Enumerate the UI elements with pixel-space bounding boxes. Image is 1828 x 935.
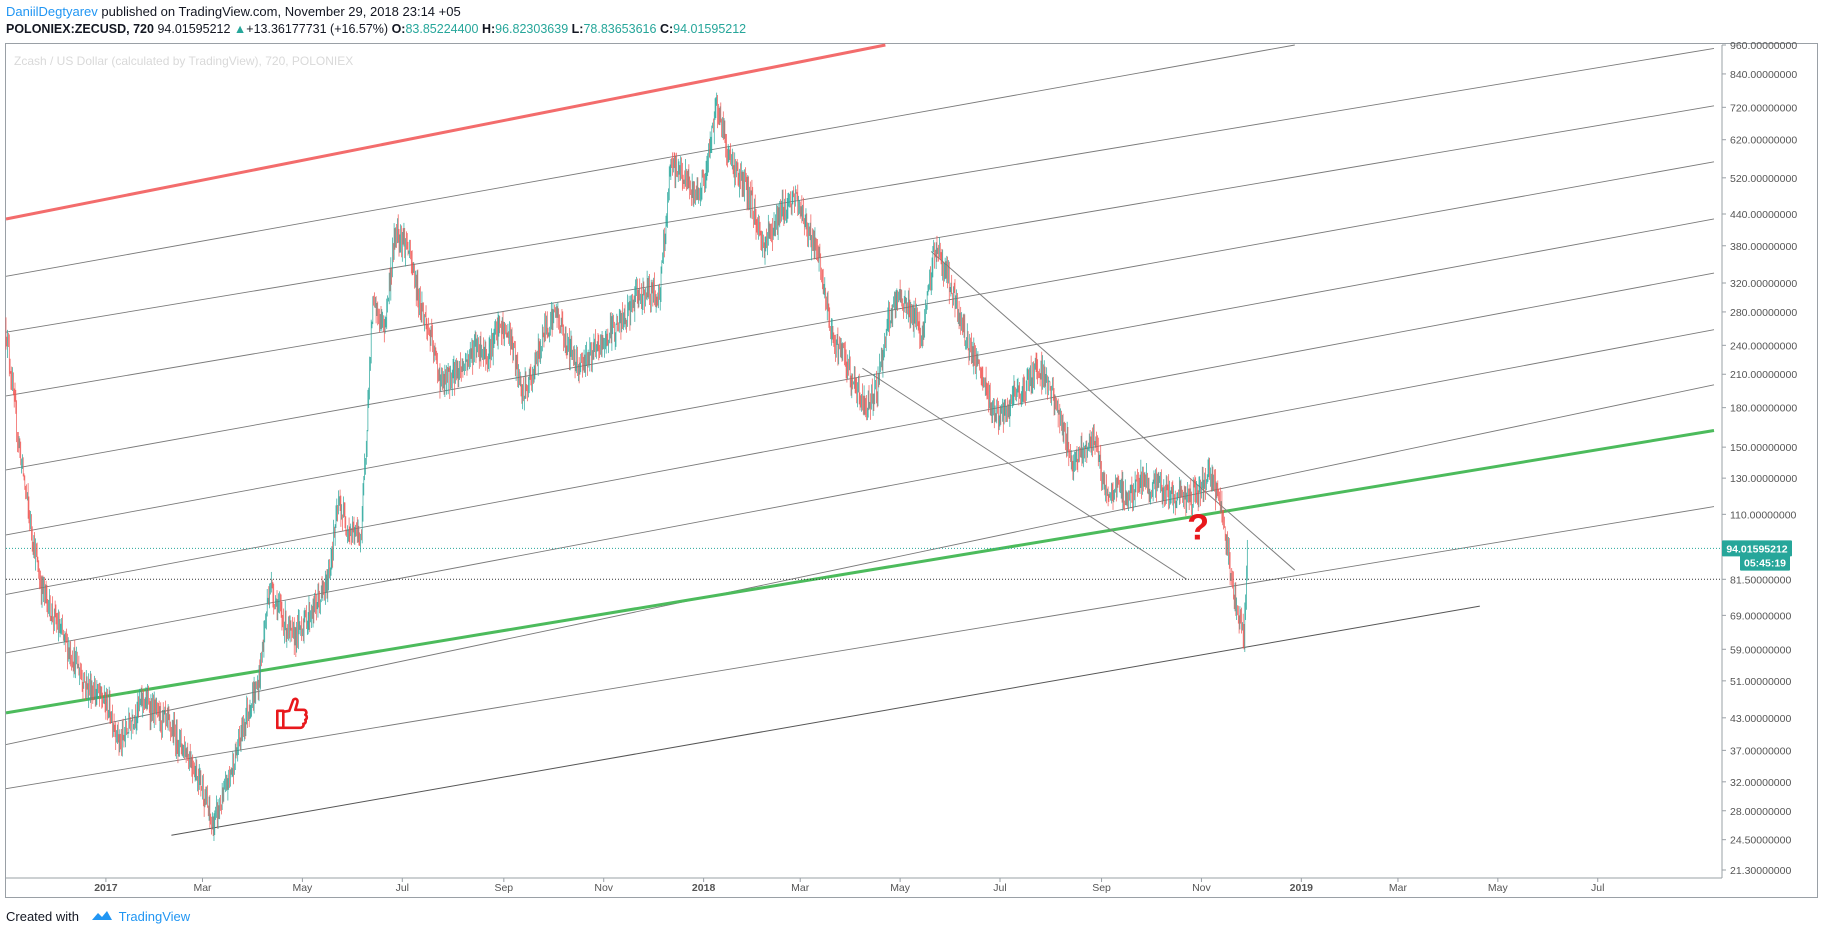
channel-line <box>5 506 1715 790</box>
y-tick-label: 960.00000000 <box>1730 40 1797 52</box>
y-tick-label: 24.50000000 <box>1730 835 1791 847</box>
channel-line <box>5 384 1715 746</box>
channel-line <box>5 44 1295 277</box>
channel-line <box>5 218 1715 536</box>
footer: Created with TradingView <box>6 909 190 926</box>
channel-line <box>5 329 1715 654</box>
y-tick-label: 440.00000000 <box>1730 209 1797 221</box>
descending-lower <box>862 367 1187 580</box>
y-tick-label: 380.00000000 <box>1730 241 1797 253</box>
last-price: 94.01595212 <box>157 22 231 36</box>
red-upper-line <box>5 43 886 221</box>
channel-line <box>5 47 1715 333</box>
x-tick-label: Mar <box>193 882 212 894</box>
thumbs-up-icon-shape <box>276 697 309 730</box>
x-tick-label: 2018 <box>692 882 716 894</box>
x-tick-label: May <box>890 882 911 894</box>
y-tick-label: 150.00000000 <box>1730 442 1797 454</box>
tradingview-link[interactable]: TradingView <box>118 909 191 924</box>
horizontal-lines <box>6 547 1722 580</box>
chart-title: Zcash / US Dollar (calculated by Trading… <box>14 54 353 68</box>
y-tick-label: 180.00000000 <box>1730 403 1797 415</box>
x-tick-label: 2017 <box>94 882 118 894</box>
close-value: 94.01595212 <box>673 22 747 36</box>
y-tick-label: 28.00000000 <box>1730 806 1791 818</box>
candles <box>5 92 1248 842</box>
trend-lines <box>5 43 1715 836</box>
low-value: 78.83653616 <box>583 22 657 36</box>
x-tick-label: Jul <box>1591 882 1604 894</box>
x-tick-label: Mar <box>1389 882 1408 894</box>
x-tick-label: Mar <box>791 882 810 894</box>
x-tick-label: May <box>292 882 313 894</box>
y-tick-label: 130.00000000 <box>1730 473 1797 485</box>
x-tick-label: Jul <box>396 882 409 894</box>
question-mark: ? <box>1187 506 1209 547</box>
up-triangle-icon: ▲ <box>233 22 247 36</box>
last-price-badge <box>1722 540 1792 557</box>
low-label: L: <box>571 22 584 36</box>
publish-line: DaniilDegtyarev published on TradingView… <box>6 4 461 20</box>
y-tick-label: 37.00000000 <box>1730 745 1791 757</box>
ohlc-line: POLONIEX:ZECUSD, 720 94.01595212 ▲+13.36… <box>6 21 746 37</box>
y-tick-label: 32.00000000 <box>1730 777 1791 789</box>
tradingview-logo-icon <box>91 910 113 926</box>
y-tick-label: 720.00000000 <box>1730 102 1797 114</box>
y-tick-label: 240.00000000 <box>1730 340 1797 352</box>
close-label: C: <box>659 22 674 36</box>
y-tick-label: 59.00000000 <box>1730 644 1791 656</box>
x-tick-label: 2019 <box>1290 882 1314 894</box>
created-with-text: Created with <box>6 909 79 924</box>
chart-frame <box>5 43 1818 898</box>
open-value: 83.85224400 <box>405 22 479 36</box>
y-tick-label: 21.30000000 <box>1730 865 1791 877</box>
y-tick-label: 320.00000000 <box>1730 278 1797 290</box>
x-tick-label: May <box>1488 882 1509 894</box>
high-label: H: <box>481 22 496 36</box>
x-tick-label: Sep <box>1092 882 1111 894</box>
open-label: O: <box>391 22 406 36</box>
annotations: ? <box>276 506 1209 730</box>
change-value: +13.36177731 (+16.57%) <box>246 22 389 36</box>
y-tick-label: 280.00000000 <box>1730 307 1797 319</box>
author-link[interactable]: DaniilDegtyarev <box>6 4 98 19</box>
countdown-badge <box>1740 554 1790 571</box>
high-value: 96.82303639 <box>495 22 569 36</box>
y-tick-label: 840.00000000 <box>1730 69 1797 81</box>
y-tick-label: 81.50000000 <box>1730 574 1791 586</box>
y-tick-label: 520.00000000 <box>1730 173 1797 185</box>
channel-line <box>5 105 1715 397</box>
descending-upper <box>930 251 1296 571</box>
countdown-badge-text: 05:45:19 <box>1744 558 1786 570</box>
bottom-support <box>171 605 1480 836</box>
channel-line <box>5 161 1715 471</box>
channel-lines <box>5 44 1715 790</box>
y-tick-label: 210.00000000 <box>1730 369 1797 381</box>
x-tick-label: Nov <box>1192 882 1211 894</box>
y-tick-label: 51.00000000 <box>1730 676 1791 688</box>
published-text: published on TradingView.com, November 2… <box>101 4 461 19</box>
y-tick-label: 110.00000000 <box>1730 509 1797 521</box>
last-price-badge-text: 94.01595212 <box>1726 543 1787 555</box>
thumbs-up-icon <box>276 697 309 730</box>
y-tick-label: 620.00000000 <box>1730 135 1797 147</box>
y-tick-label: 69.00000000 <box>1730 610 1791 622</box>
channel-line <box>5 272 1715 595</box>
symbol-label: POLONIEX:ZECUSD, 720 <box>6 22 154 36</box>
y-tick-label: 43.00000000 <box>1730 713 1791 725</box>
x-tick-label: Sep <box>494 882 513 894</box>
x-tick-label: Nov <box>594 882 613 894</box>
x-tick-label: Jul <box>993 882 1006 894</box>
axes: 960.00000000 840.00000000 720.00000000 620.… <box>6 40 1797 894</box>
green-line <box>5 428 1715 715</box>
